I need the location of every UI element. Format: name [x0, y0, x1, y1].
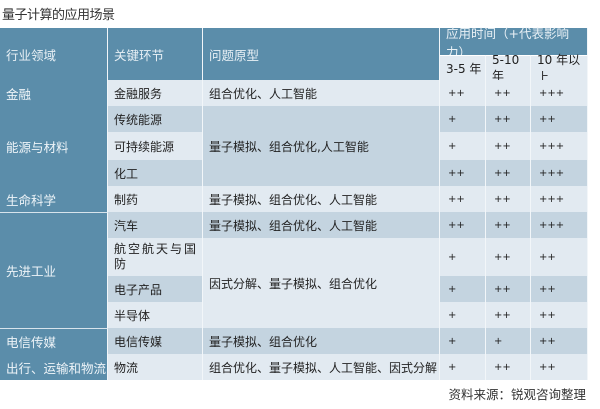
- problem-cell: 量子模拟、组合优化: [203, 328, 440, 354]
- impact-cell: +: [440, 238, 486, 276]
- problem-cell: 因式分解、量子模拟、组合优化: [203, 238, 440, 328]
- impact-cell: ++: [531, 328, 588, 354]
- impact-cell: ++: [486, 132, 531, 160]
- header-period: 10 年以上: [531, 53, 588, 84]
- impact-cell: ++: [440, 212, 486, 238]
- impact-cell: ++: [486, 238, 531, 276]
- impact-cell: +: [440, 276, 486, 302]
- impact-cell: ++: [486, 212, 531, 238]
- problem-cell: 组合优化、量子模拟、人工智能、因式分解: [203, 354, 440, 380]
- impact-cell: ++: [531, 302, 588, 328]
- segment-cell: 传统能源: [108, 106, 203, 132]
- impact-cell: +: [440, 132, 486, 160]
- impact-cell: +++: [531, 186, 588, 212]
- industry-cell: 出行、运输和物流: [0, 354, 108, 380]
- impact-cell: ++: [440, 80, 486, 106]
- header-problem: 问题原型: [203, 28, 440, 80]
- segment-cell: 汽车: [108, 212, 203, 238]
- problem-cell: 量子模拟、组合优化,人工智能: [203, 106, 440, 186]
- impact-cell: ++: [531, 106, 588, 132]
- segment-cell: 金融服务: [108, 80, 203, 106]
- impact-cell: ++: [440, 160, 486, 186]
- segment-cell: 电信传媒: [108, 328, 203, 354]
- segment-cell: 制药: [108, 186, 203, 212]
- segment-cell: 物流: [108, 354, 203, 380]
- impact-cell: +++: [531, 160, 588, 186]
- impact-cell: ++: [440, 186, 486, 212]
- header-period: 3-5 年: [440, 55, 486, 80]
- impact-cell: ++: [486, 80, 531, 106]
- industry-cell: 金融: [0, 80, 108, 106]
- industry-cell: 先进工业: [0, 212, 108, 328]
- table-title: 量子计算的应用场景: [2, 8, 115, 23]
- impact-cell: ++: [486, 276, 531, 302]
- impact-cell: +++: [531, 132, 588, 160]
- impact-cell: ++: [531, 354, 588, 380]
- impact-cell: +: [486, 328, 531, 354]
- impact-cell: +: [440, 302, 486, 328]
- industry-cell: 能源与材料: [0, 106, 108, 186]
- impact-cell: +: [440, 106, 486, 132]
- impact-cell: ++: [531, 238, 588, 276]
- header-period: 5-10 年: [486, 53, 531, 83]
- header-segment: 关键环节: [108, 28, 203, 80]
- segment-cell: 航空航天与国防: [108, 238, 203, 276]
- problem-cell: 量子模拟、组合优化、人工智能: [203, 186, 440, 212]
- problem-cell: 组合优化、人工智能: [203, 80, 440, 106]
- segment-cell: 半导体: [108, 302, 203, 328]
- impact-cell: ++: [531, 276, 588, 302]
- impact-cell: ++: [486, 160, 531, 186]
- impact-cell: +++: [531, 80, 588, 106]
- segment-cell: 可持续能源: [108, 132, 203, 160]
- impact-cell: ++: [486, 354, 531, 380]
- impact-cell: ++: [486, 106, 531, 132]
- segment-cell: 化工: [108, 160, 203, 186]
- impact-cell: ++: [486, 186, 531, 212]
- impact-cell: +: [440, 328, 486, 354]
- segment-cell: 电子产品: [108, 276, 203, 302]
- impact-cell: +: [440, 354, 486, 380]
- header-industry: 行业领域: [0, 28, 108, 80]
- industry-cell: 电信传媒: [0, 328, 108, 354]
- problem-cell: 量子模拟、组合优化、人工智能: [203, 212, 440, 238]
- impact-cell: ++: [486, 302, 531, 328]
- impact-cell: +++: [531, 212, 588, 238]
- source-note: 资料来源：锐观咨询整理: [448, 387, 586, 402]
- industry-cell: 生命科学: [0, 186, 108, 212]
